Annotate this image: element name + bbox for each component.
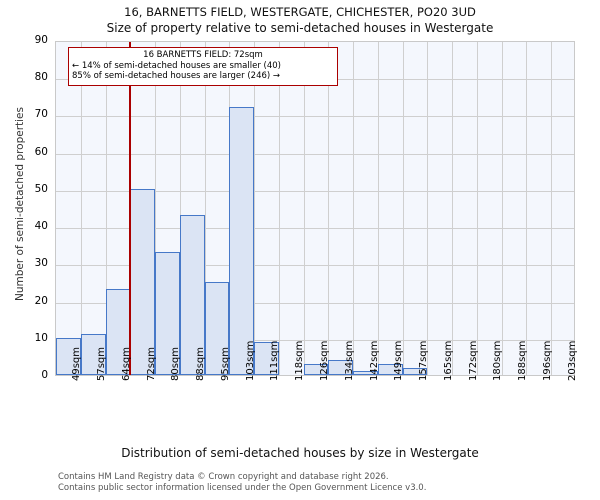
bar — [130, 188, 156, 375]
x-axis-tick-label: 95sqm — [219, 346, 231, 381]
y-axis-tick-label: 30 — [34, 257, 48, 270]
x-axis-tick-label: 203sqm — [566, 340, 578, 381]
vertical-gridline — [204, 42, 206, 375]
annotation-smaller: ← 14% of semi-detached houses are smalle… — [72, 60, 281, 71]
bar — [402, 367, 428, 375]
gridline — [56, 116, 574, 118]
x-axis-tick-label: 196sqm — [541, 340, 553, 381]
gridline — [56, 339, 574, 341]
x-axis-tick-label: 72sqm — [145, 346, 157, 381]
vertical-gridline — [427, 42, 429, 375]
bar — [377, 363, 403, 375]
x-axis-tick-label: 157sqm — [418, 340, 430, 381]
x-axis-tick-label: 149sqm — [393, 340, 405, 381]
x-axis-tick-label: 172sqm — [467, 340, 479, 381]
vertical-gridline — [278, 42, 280, 375]
bar — [80, 334, 106, 375]
bar — [179, 214, 205, 375]
x-axis-tick-label: 111sqm — [269, 340, 281, 381]
gridline — [56, 153, 574, 155]
gridline — [56, 302, 574, 304]
bar — [353, 371, 378, 375]
y-axis-tick-label: 10 — [34, 331, 48, 344]
y-axis-tick-label: 60 — [34, 145, 48, 158]
vertical-gridline — [254, 42, 256, 375]
footer-line-1: Contains HM Land Registry data © Crown c… — [58, 472, 389, 482]
bar — [204, 281, 230, 375]
x-axis-tick-label: 188sqm — [517, 340, 529, 381]
gridline — [56, 190, 574, 192]
y-axis-tick-label: 40 — [34, 220, 48, 233]
y-axis-tick-label: 90 — [34, 34, 48, 46]
y-axis-tick-label: 20 — [34, 294, 48, 307]
y-axis-tick-label: 0 — [41, 369, 48, 381]
bar — [155, 252, 180, 375]
gridline — [56, 228, 574, 230]
chart-titles: 16, BARNETTS FIELD, WESTERGATE, CHICHEST… — [0, 0, 600, 37]
x-axis-tick-label: 64sqm — [120, 346, 132, 381]
x-axis-tick-label: 180sqm — [492, 340, 504, 381]
vertical-gridline — [80, 42, 82, 375]
vertical-gridline — [526, 42, 528, 375]
vertical-gridline — [551, 42, 553, 375]
vertical-gridline — [179, 42, 181, 375]
vertical-gridline — [353, 42, 355, 375]
vertical-gridline — [105, 42, 107, 375]
bar — [229, 107, 255, 375]
annotation-box: 16 BARNETTS FIELD: 72sqm ← 14% of semi-d… — [68, 47, 338, 86]
x-axis-tick-label: 103sqm — [244, 340, 256, 381]
x-axis-tick-label: 165sqm — [442, 340, 454, 381]
x-axis-tick-label: 57sqm — [96, 346, 108, 381]
vertical-gridline — [377, 42, 379, 375]
plot-area — [55, 41, 575, 376]
x-axis-title: Distribution of semi-detached houses by … — [121, 446, 479, 460]
vertical-gridline — [501, 42, 503, 375]
x-axis-tick-label: 80sqm — [170, 346, 182, 381]
bar — [303, 363, 329, 375]
y-axis-tick-label: 80 — [34, 71, 48, 84]
x-axis-tick-label: 88sqm — [195, 346, 207, 381]
vertical-gridline — [476, 42, 478, 375]
x-axis-tick-label: 126sqm — [319, 340, 330, 381]
x-axis-tick-label: 49sqm — [71, 346, 83, 381]
x-axis-tick-label: 134sqm — [343, 340, 355, 381]
page-subtitle: Size of property relative to semi-detach… — [106, 21, 494, 35]
x-axis-tick-label: 118sqm — [294, 340, 306, 381]
vertical-gridline — [155, 42, 157, 375]
bar — [328, 360, 354, 375]
y-axis-tick-label: 70 — [34, 108, 48, 121]
bar — [56, 337, 81, 375]
annotation-larger: 85% of semi-detached houses are larger (… — [72, 71, 281, 81]
bar-series — [56, 42, 574, 375]
property-size-marker — [129, 42, 132, 375]
x-axis-tick-label: 142sqm — [368, 340, 380, 381]
annotation-title: 16 BARNETTS FIELD: 72sqm — [143, 50, 263, 60]
footer-line-2: Contains public sector information licen… — [58, 482, 427, 493]
vertical-gridline — [402, 42, 404, 375]
y-axis-title: Number of semi-detached properties — [14, 106, 26, 301]
page-title: 16, BARNETTS FIELD, WESTERGATE, CHICHEST… — [124, 5, 476, 19]
vertical-gridline — [452, 42, 454, 375]
gridline — [56, 265, 574, 267]
y-axis-tick-label: 50 — [34, 182, 48, 195]
vertical-gridline — [328, 42, 330, 375]
footer-attribution: Contains HM Land Registry data © Crown c… — [58, 472, 426, 493]
bar — [254, 341, 279, 375]
vertical-gridline — [303, 42, 305, 375]
